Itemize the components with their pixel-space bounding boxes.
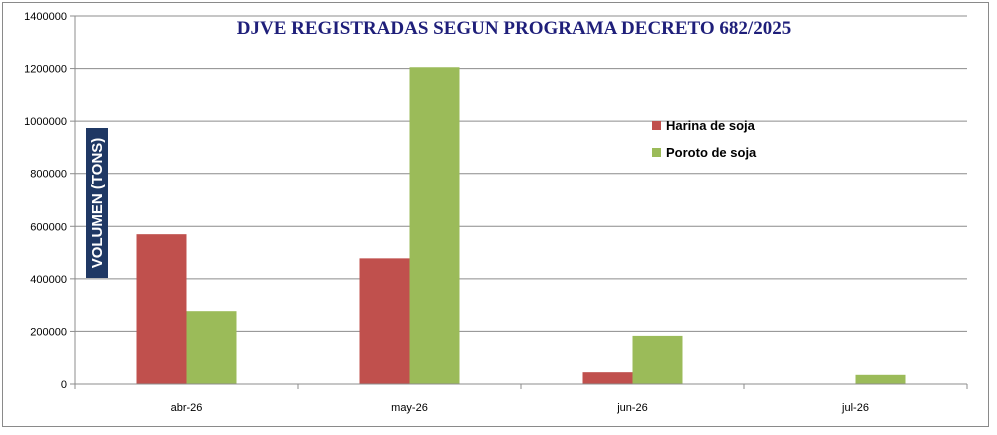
bar-poroto-may-26 xyxy=(409,67,460,384)
y-axis-label-box: VOLUMEN (TONS) xyxy=(86,128,108,278)
y-tick-label: 800000 xyxy=(30,169,67,181)
y-tick-label: 1200000 xyxy=(24,64,67,76)
bar-harina-may-26 xyxy=(359,258,410,384)
bar-harina-abr-26 xyxy=(136,234,187,384)
legend-swatch-harina xyxy=(652,121,661,130)
legend-label-harina: Harina de soja xyxy=(666,118,756,133)
bars xyxy=(136,67,906,384)
gridlines xyxy=(75,15,967,332)
bar-poroto-jul-26 xyxy=(855,374,906,384)
x-tick-label: jul-26 xyxy=(841,402,869,414)
x-axis: abr-26 may-26 jun-26 jul-26 xyxy=(74,383,968,414)
x-tick-label: jun-26 xyxy=(616,402,648,414)
bar-poroto-abr-26 xyxy=(186,311,237,384)
bar-poroto-jun-26 xyxy=(632,335,683,384)
y-tick-label: 200000 xyxy=(30,326,67,338)
y-tick-label: 1400000 xyxy=(24,11,67,23)
y-axis-label: VOLUMEN (TONS) xyxy=(89,138,106,269)
legend-swatch-poroto xyxy=(652,148,661,157)
chart-title: DJVE REGISTRADAS SEGUN PROGRAMA DECRETO … xyxy=(237,18,791,39)
legend-label-poroto: Poroto de soja xyxy=(666,145,757,160)
x-tick-label: abr-26 xyxy=(171,402,203,414)
y-axis: 0 200000 400000 600000 800000 1000000 1200000 1… xyxy=(24,11,76,391)
y-tick-label: 600000 xyxy=(30,221,67,233)
y-tick-label: 400000 xyxy=(30,274,67,286)
y-tick-label: 0 xyxy=(61,379,67,391)
bar-harina-jun-26 xyxy=(582,372,633,384)
x-tick-label: may-26 xyxy=(391,402,428,414)
legend: Harina de soja Poroto de soja xyxy=(652,118,757,160)
y-tick-label: 1000000 xyxy=(24,116,67,128)
